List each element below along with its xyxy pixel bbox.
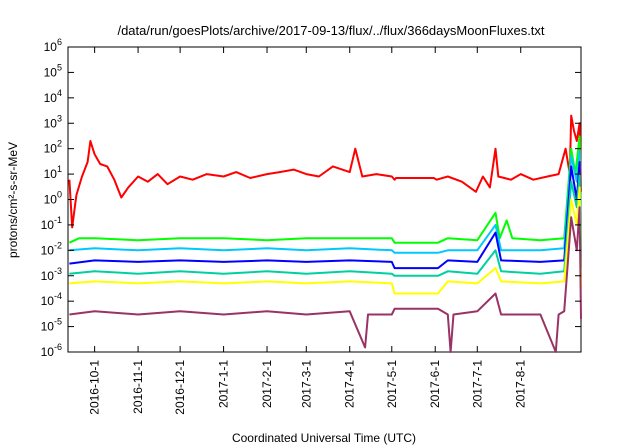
- y-tick-label: 100: [44, 190, 62, 207]
- y-tick-label: 10-3: [41, 266, 62, 283]
- y-tick-label: 103: [44, 113, 62, 130]
- flux-series-line: [69, 161, 582, 270]
- y-tick-label: 10-2: [41, 240, 62, 257]
- flux-series-line: [69, 150, 582, 259]
- series-layer: [68, 114, 582, 353]
- x-tick-label: 2016-11-1: [131, 360, 145, 414]
- x-axis: 2016-10-1 2016-11-1 2016-12-1 2017-1-1 2017-…: [88, 47, 528, 415]
- y-tick-label: 10-6: [41, 342, 62, 359]
- y-axis-label: protons/cm²-s-sr-MeV: [6, 142, 20, 258]
- x-tick-label: 2016-12-1: [173, 360, 187, 415]
- x-tick-label: 2017-1-1: [217, 360, 231, 408]
- y-tick-label: 104: [44, 88, 62, 105]
- x-tick-label: 2017-8-1: [514, 360, 528, 408]
- plot-frame: [67, 46, 582, 353]
- x-tick-label: 2017-6-1: [428, 360, 442, 408]
- y-tick-label: 10-4: [41, 291, 62, 308]
- y-tick-label: 102: [44, 139, 62, 156]
- y-tick-label: 105: [44, 62, 62, 79]
- y-tick-label: 101: [44, 164, 62, 181]
- flux-series-line: [69, 173, 582, 279]
- x-tick-label: 2017-4-1: [343, 360, 357, 408]
- x-tick-label: 2016-10-1: [88, 360, 102, 415]
- flux-series-line: [69, 186, 582, 295]
- x-axis-label: Coordinated Universal Time (UTC): [232, 431, 416, 445]
- y-axis: 10-6 10-5 10-4 10-3 10-2 10-1 100 101 102 103 104 1…: [41, 37, 581, 359]
- x-tick-label: 2017-2-1: [260, 360, 274, 408]
- x-tick-label: 2017-7-1: [470, 360, 484, 408]
- x-tick-label: 2017-5-1: [385, 360, 399, 408]
- x-tick-label: 2017-3-1: [299, 360, 313, 408]
- flux-series-line: [69, 206, 582, 353]
- chart-title: /data/run/goesPlots/archive/2017-09-13/f…: [117, 23, 544, 38]
- y-tick-label: 10-5: [41, 317, 62, 334]
- flux-series-line: [68, 135, 582, 251]
- flux-series-line: [68, 114, 582, 229]
- y-tick-label: 10-1: [41, 215, 62, 232]
- y-tick-label: 106: [44, 37, 62, 54]
